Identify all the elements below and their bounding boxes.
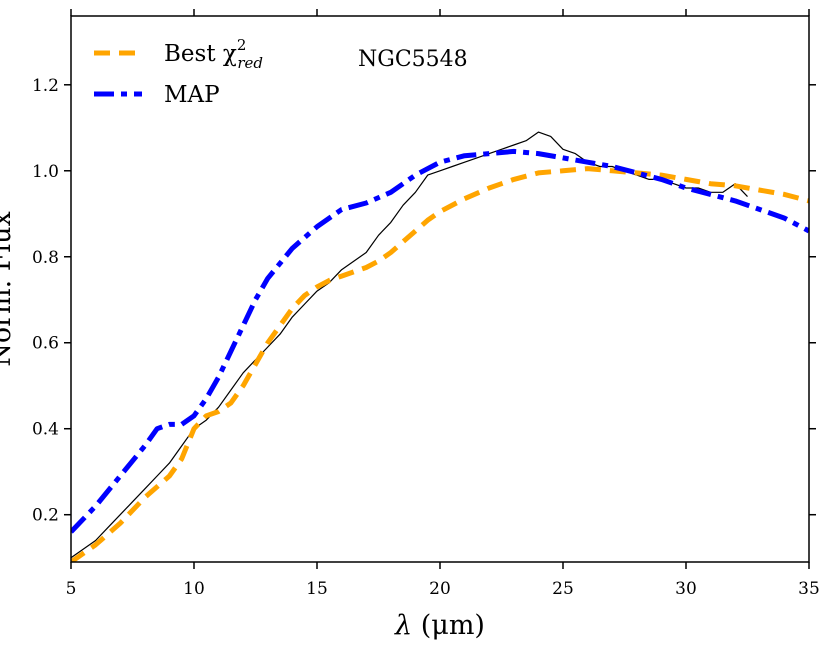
legend-label-map: MAP [164,82,220,108]
y-tick-label: 0.6 [32,334,59,354]
y-tick-label: 1.2 [32,76,59,96]
y-axis-label: Norm. Flux [0,211,17,367]
x-tick-label: 10 [183,579,205,599]
y-tick-label: 0.8 [32,248,59,268]
legend-label-best: Best χ2 red [164,36,263,72]
x-tick-label: 20 [429,579,451,599]
x-tick-label: 25 [552,579,574,599]
legend-label-best-base: Best χ [164,41,237,67]
x-axis-label: λ (μm) [394,610,485,641]
y-tick-label: 0.2 [32,506,59,526]
y-tick-label: 0.4 [32,420,59,440]
x-tick-label: 15 [306,579,328,599]
series-line-observed [71,131,748,559]
x-tick-label: 30 [675,579,697,599]
x-tick-label: 5 [66,579,77,599]
x-tick-label: 35 [798,579,820,599]
legend: Best χ2 red MAP [94,36,263,108]
object-annotation: NGC5548 [358,47,468,72]
series-line-map [71,148,809,534]
x-axis-symbol: λ [394,610,412,641]
x-axis-unit: (μm) [412,610,485,641]
y-tick-label: 1.0 [32,162,59,182]
series-layer [71,131,809,562]
series-line-best [71,166,809,562]
legend-label-best-sub: red [237,54,263,72]
ticks-layer: 5 10 15 20 25 30 35 0.2 0.4 0.6 0.8 1.0 1.2 [32,9,820,599]
legend-label-best-sup: 2 [237,36,247,54]
